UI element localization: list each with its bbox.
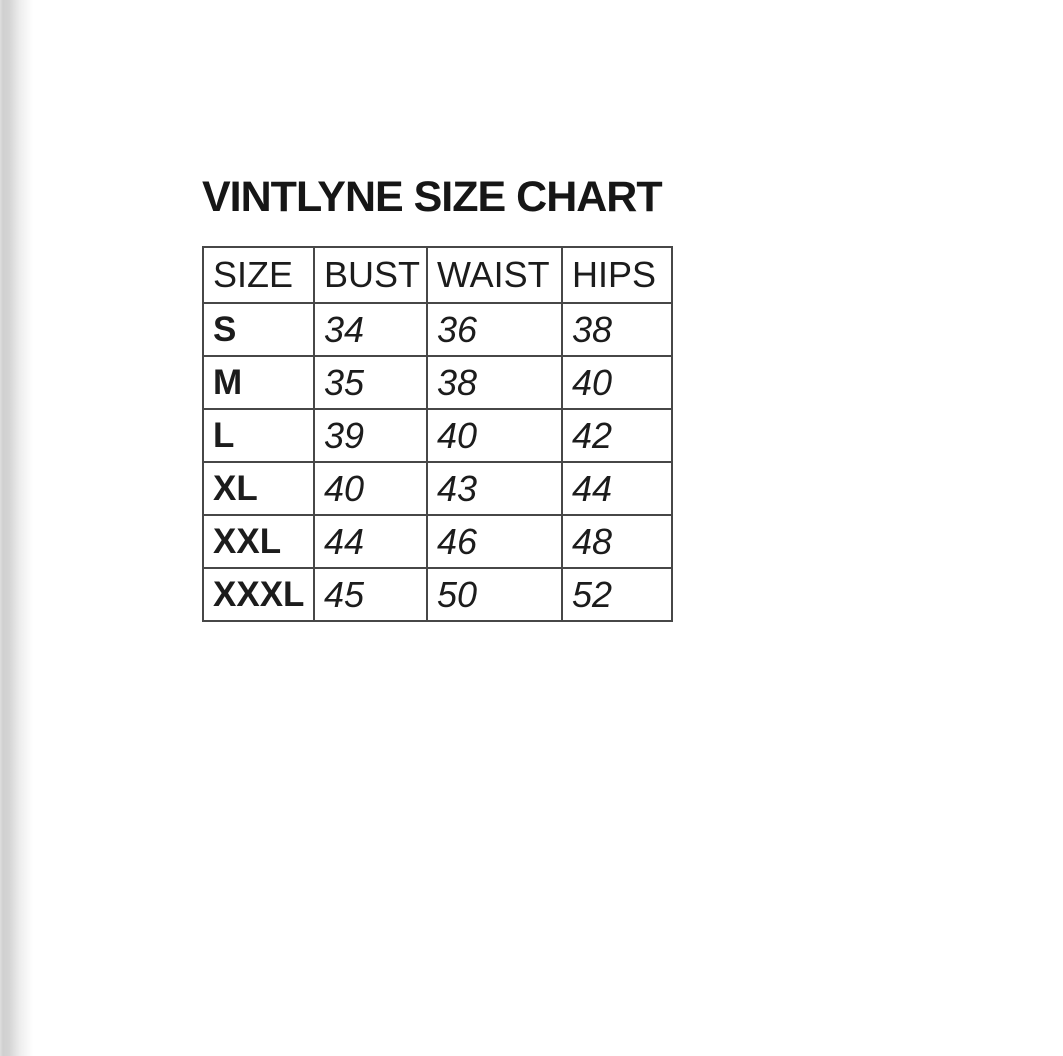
waist-value-cell: 43 — [426, 461, 563, 517]
size-label-cell: XXXL — [202, 567, 315, 623]
size-label-cell: XL — [202, 461, 315, 517]
hips-value-cell: 38 — [561, 302, 673, 358]
waist-value-cell: 50 — [426, 567, 563, 623]
table-row: XL 40 43 44 — [202, 461, 673, 517]
bust-value-cell: 45 — [313, 567, 428, 623]
size-label-cell: L — [202, 408, 315, 464]
size-label-cell: XXL — [202, 514, 315, 570]
size-chart-table: SIZE BUST WAIST HIPS S 34 36 38 M 35 38 … — [202, 246, 673, 623]
table-row: XXXL 45 50 52 — [202, 567, 673, 623]
waist-value-cell: 46 — [426, 514, 563, 570]
table-row: XXL 44 46 48 — [202, 514, 673, 570]
table-row: M 35 38 40 — [202, 355, 673, 411]
page-title: VINTLYNE SIZE CHART — [202, 173, 663, 221]
viewer-gutter-left — [0, 0, 34, 1056]
bust-value-cell: 39 — [313, 408, 428, 464]
column-header-bust: BUST — [313, 246, 428, 305]
table-row: L 39 40 42 — [202, 408, 673, 464]
hips-value-cell: 52 — [561, 567, 673, 623]
size-label-cell: S — [202, 302, 315, 358]
column-header-size: SIZE — [202, 246, 315, 305]
column-header-hips: HIPS — [561, 246, 673, 305]
size-label-cell: M — [202, 355, 315, 411]
bust-value-cell: 34 — [313, 302, 428, 358]
header-row: SIZE BUST WAIST HIPS — [202, 246, 673, 305]
column-header-waist: WAIST — [426, 246, 563, 305]
waist-value-cell: 38 — [426, 355, 563, 411]
waist-value-cell: 36 — [426, 302, 563, 358]
table-row: S 34 36 38 — [202, 302, 673, 358]
bust-value-cell: 40 — [313, 461, 428, 517]
bust-value-cell: 44 — [313, 514, 428, 570]
document-page: VINTLYNE SIZE CHART SIZE BUST WAIST HIPS… — [202, 173, 673, 623]
hips-value-cell: 42 — [561, 408, 673, 464]
waist-value-cell: 40 — [426, 408, 563, 464]
hips-value-cell: 48 — [561, 514, 673, 570]
hips-value-cell: 44 — [561, 461, 673, 517]
bust-value-cell: 35 — [313, 355, 428, 411]
hips-value-cell: 40 — [561, 355, 673, 411]
